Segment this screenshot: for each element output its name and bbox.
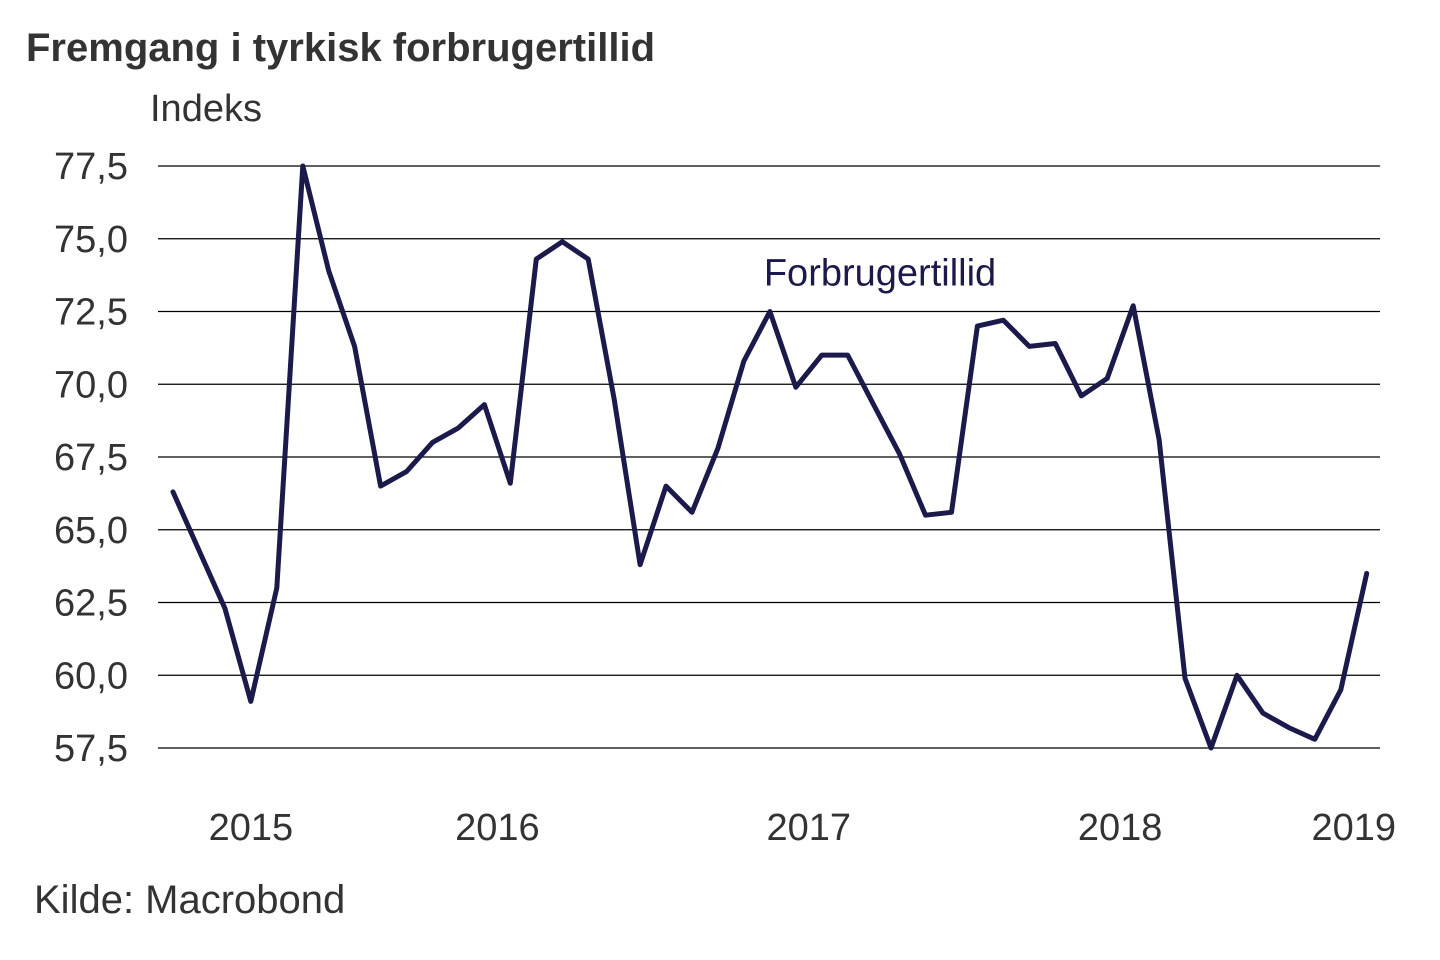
x-axis-ticks: 2015 2016 2017 2018 2019 xyxy=(209,807,1396,849)
chart-title: Fremgang i tyrkisk forbrugertillid xyxy=(26,26,656,70)
series-annotation: Forbrugertillid xyxy=(764,253,996,295)
y-tick-label: 62,5 xyxy=(54,583,128,625)
y-tick-label: 70,0 xyxy=(54,364,128,406)
series-line-forbrugertillid xyxy=(170,163,1370,751)
y-tick-label: 65,0 xyxy=(54,510,128,552)
x-tick-label: 2019 xyxy=(1311,807,1396,849)
y-tick-label: 60,0 xyxy=(54,655,128,697)
x-tick-label: 2017 xyxy=(767,807,852,849)
source-note: Kilde: Macrobond xyxy=(34,878,346,922)
x-tick-label: 2016 xyxy=(455,807,540,849)
y-axis-label: Indeks xyxy=(150,88,262,130)
x-tick-label: 2018 xyxy=(1078,807,1163,849)
y-tick-label: 67,5 xyxy=(54,437,128,479)
y-axis-ticks: 77,5 75,0 72,5 70,0 67,5 65,0 62,5 60,0 57,5 xyxy=(54,146,128,770)
y-tick-label: 57,5 xyxy=(54,728,128,770)
y-tick-label: 75,0 xyxy=(54,219,128,261)
y-tick-label: 72,5 xyxy=(54,292,128,334)
x-tick-label: 2015 xyxy=(209,807,294,849)
y-tick-label: 77,5 xyxy=(54,146,128,188)
